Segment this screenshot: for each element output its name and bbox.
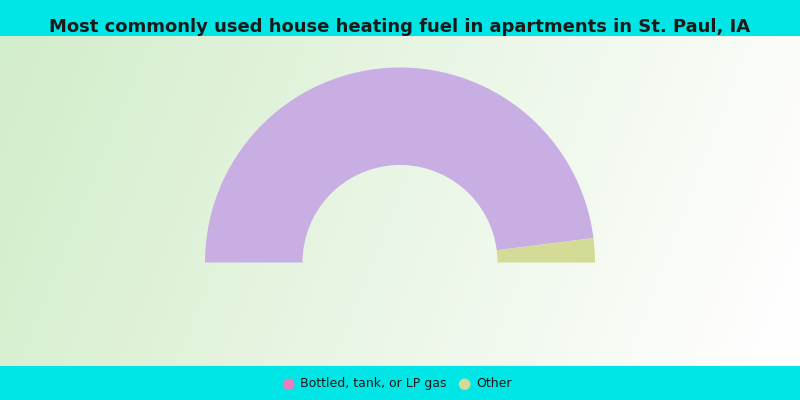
Wedge shape <box>497 238 595 262</box>
Text: Most commonly used house heating fuel in apartments in St. Paul, IA: Most commonly used house heating fuel in… <box>50 18 750 36</box>
Wedge shape <box>205 68 594 262</box>
Text: Bottled, tank, or LP gas: Bottled, tank, or LP gas <box>300 377 446 390</box>
Text: ●: ● <box>282 376 294 391</box>
Text: ●: ● <box>458 376 470 391</box>
Text: Other: Other <box>476 377 511 390</box>
